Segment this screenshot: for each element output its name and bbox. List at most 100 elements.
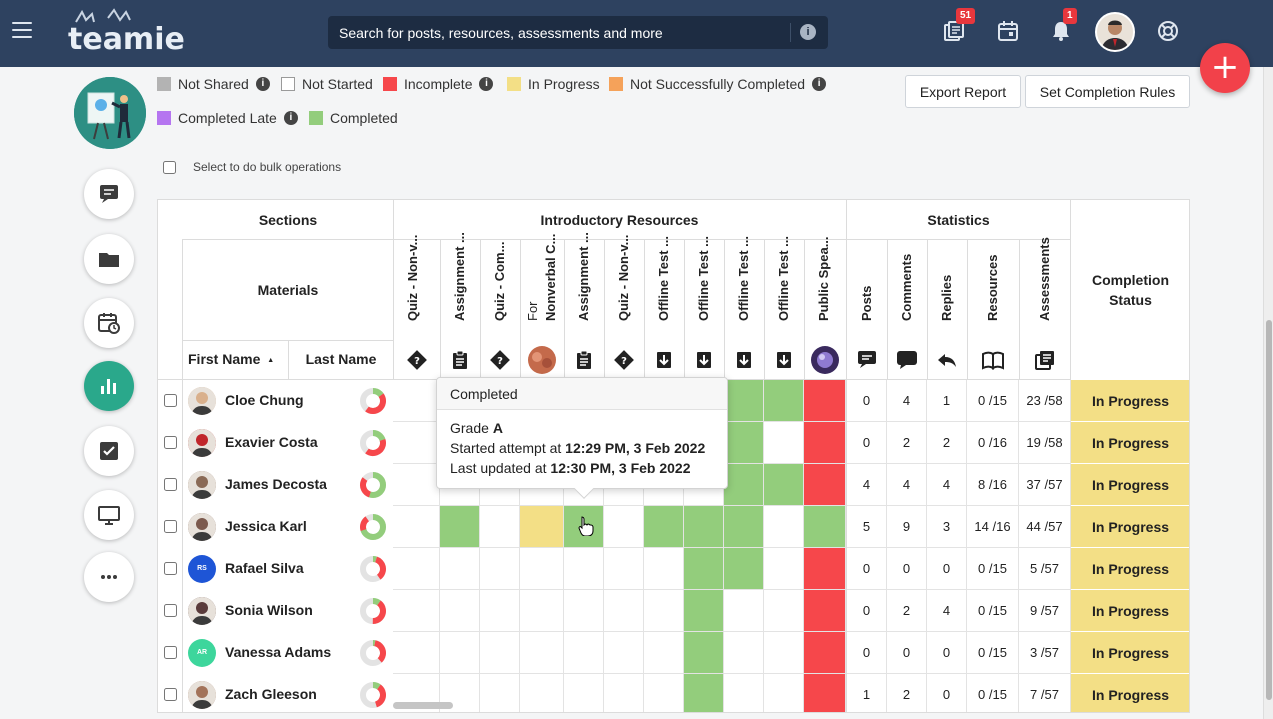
student-name[interactable]: Exavier Costa bbox=[225, 434, 318, 450]
help-icon[interactable] bbox=[1157, 20, 1181, 44]
completion-cell[interactable] bbox=[393, 548, 440, 590]
completion-cell[interactable] bbox=[764, 632, 804, 674]
completion-cell[interactable] bbox=[764, 590, 804, 632]
student-name[interactable]: Vanessa Adams bbox=[225, 644, 332, 660]
row-select-checkbox[interactable] bbox=[164, 478, 177, 491]
completion-cell[interactable] bbox=[724, 674, 764, 712]
completion-cell[interactable] bbox=[724, 422, 764, 464]
completion-cell[interactable] bbox=[724, 632, 764, 674]
calendar-icon[interactable] bbox=[997, 20, 1021, 44]
completion-cell[interactable] bbox=[440, 590, 480, 632]
row-select-checkbox[interactable] bbox=[164, 604, 177, 617]
row-select-checkbox[interactable] bbox=[164, 646, 177, 659]
completion-cell[interactable] bbox=[684, 590, 724, 632]
set-completion-rules-button[interactable]: Set Completion Rules bbox=[1025, 75, 1190, 108]
material-header[interactable]: Quiz - Non-v... bbox=[393, 235, 440, 340]
completion-cell[interactable] bbox=[804, 380, 846, 422]
completion-cell[interactable] bbox=[724, 590, 764, 632]
completion-cell[interactable] bbox=[604, 548, 644, 590]
completion-cell[interactable] bbox=[440, 506, 480, 548]
row-select-checkbox[interactable] bbox=[164, 394, 177, 407]
student-avatar[interactable]: AR bbox=[188, 639, 216, 667]
completion-cell[interactable] bbox=[804, 548, 846, 590]
completion-cell[interactable] bbox=[604, 506, 644, 548]
info-icon[interactable]: i bbox=[283, 111, 298, 125]
completion-cell[interactable] bbox=[644, 674, 684, 712]
student-avatar[interactable]: RS bbox=[188, 555, 216, 583]
completion-cell[interactable] bbox=[393, 380, 440, 422]
student-name[interactable]: Sonia Wilson bbox=[225, 602, 313, 618]
row-select-checkbox[interactable] bbox=[164, 520, 177, 533]
student-name[interactable]: Jessica Karl bbox=[225, 518, 307, 534]
student-avatar[interactable] bbox=[188, 387, 216, 415]
completion-cell[interactable] bbox=[684, 548, 724, 590]
material-header[interactable]: Public Spea... bbox=[804, 236, 846, 340]
completion-cell[interactable] bbox=[520, 674, 564, 712]
notifications-icon[interactable]: 1 bbox=[1050, 8, 1077, 44]
horizontal-scrollbar-thumb[interactable] bbox=[393, 702, 453, 709]
completion-cell[interactable] bbox=[764, 548, 804, 590]
completion-cell[interactable] bbox=[764, 674, 804, 712]
student-avatar[interactable] bbox=[188, 681, 216, 709]
completion-cell[interactable] bbox=[480, 590, 520, 632]
folder-nav-button[interactable] bbox=[84, 234, 134, 284]
completion-cell[interactable] bbox=[804, 674, 846, 712]
completion-cell[interactable] bbox=[393, 464, 440, 506]
completion-cell[interactable] bbox=[764, 506, 804, 548]
completion-cell[interactable] bbox=[644, 506, 684, 548]
material-header[interactable]: Offline Test ... bbox=[724, 236, 764, 340]
student-name[interactable]: Cloe Chung bbox=[225, 392, 304, 408]
material-header[interactable]: Assignment ... bbox=[564, 232, 604, 340]
completion-cell[interactable] bbox=[764, 380, 804, 422]
classroom-nav-button[interactable] bbox=[84, 490, 134, 540]
completion-cell[interactable] bbox=[804, 422, 846, 464]
info-icon[interactable]: i bbox=[812, 77, 827, 91]
student-name[interactable]: Zach Gleeson bbox=[225, 686, 317, 702]
completion-cell[interactable] bbox=[684, 506, 724, 548]
student-avatar[interactable] bbox=[188, 597, 216, 625]
tasks-nav-button[interactable] bbox=[84, 426, 134, 476]
search-info-icon[interactable]: i bbox=[800, 24, 816, 40]
user-avatar[interactable] bbox=[1095, 12, 1135, 52]
completion-cell[interactable] bbox=[604, 590, 644, 632]
completion-cell[interactable] bbox=[520, 632, 564, 674]
completion-cell[interactable] bbox=[724, 380, 764, 422]
info-icon[interactable]: i bbox=[479, 77, 494, 91]
completion-cell[interactable] bbox=[764, 464, 804, 506]
student-avatar[interactable] bbox=[188, 429, 216, 457]
row-select-checkbox[interactable] bbox=[164, 436, 177, 449]
completion-cell[interactable] bbox=[480, 674, 520, 712]
material-header[interactable]: Offline Test ... bbox=[684, 236, 724, 340]
material-header[interactable]: Offline Test ... bbox=[644, 236, 684, 340]
completion-cell[interactable] bbox=[480, 506, 520, 548]
completion-cell[interactable] bbox=[393, 590, 440, 632]
completion-cell[interactable] bbox=[604, 674, 644, 712]
first-name-sort-header[interactable]: First Name ▲ bbox=[183, 351, 288, 367]
completion-cell[interactable] bbox=[644, 632, 684, 674]
completion-cell[interactable] bbox=[564, 674, 604, 712]
completion-cell[interactable] bbox=[520, 548, 564, 590]
completion-cell[interactable] bbox=[724, 548, 764, 590]
completion-cell[interactable] bbox=[644, 590, 684, 632]
completion-cell[interactable] bbox=[764, 422, 804, 464]
completion-cell[interactable] bbox=[804, 590, 846, 632]
completion-cell[interactable] bbox=[440, 548, 480, 590]
completion-cell[interactable] bbox=[393, 632, 440, 674]
completion-cell[interactable] bbox=[804, 506, 846, 548]
teamie-logo[interactable]: teamie bbox=[68, 8, 185, 57]
student-name[interactable]: Rafael Silva bbox=[225, 560, 304, 576]
student-avatar[interactable] bbox=[188, 471, 216, 499]
completion-cell[interactable] bbox=[480, 632, 520, 674]
completion-cell[interactable] bbox=[684, 632, 724, 674]
completion-cell[interactable] bbox=[480, 548, 520, 590]
completion-cell[interactable] bbox=[520, 506, 564, 548]
completion-cell[interactable] bbox=[440, 632, 480, 674]
add-button[interactable]: + bbox=[1200, 43, 1250, 93]
completion-cell[interactable] bbox=[604, 632, 644, 674]
search-input[interactable] bbox=[328, 16, 788, 49]
completion-cell[interactable] bbox=[564, 548, 604, 590]
info-icon[interactable]: i bbox=[255, 77, 270, 91]
course-image[interactable] bbox=[74, 77, 146, 149]
row-select-checkbox[interactable] bbox=[164, 688, 177, 701]
completion-cell[interactable] bbox=[804, 464, 846, 506]
